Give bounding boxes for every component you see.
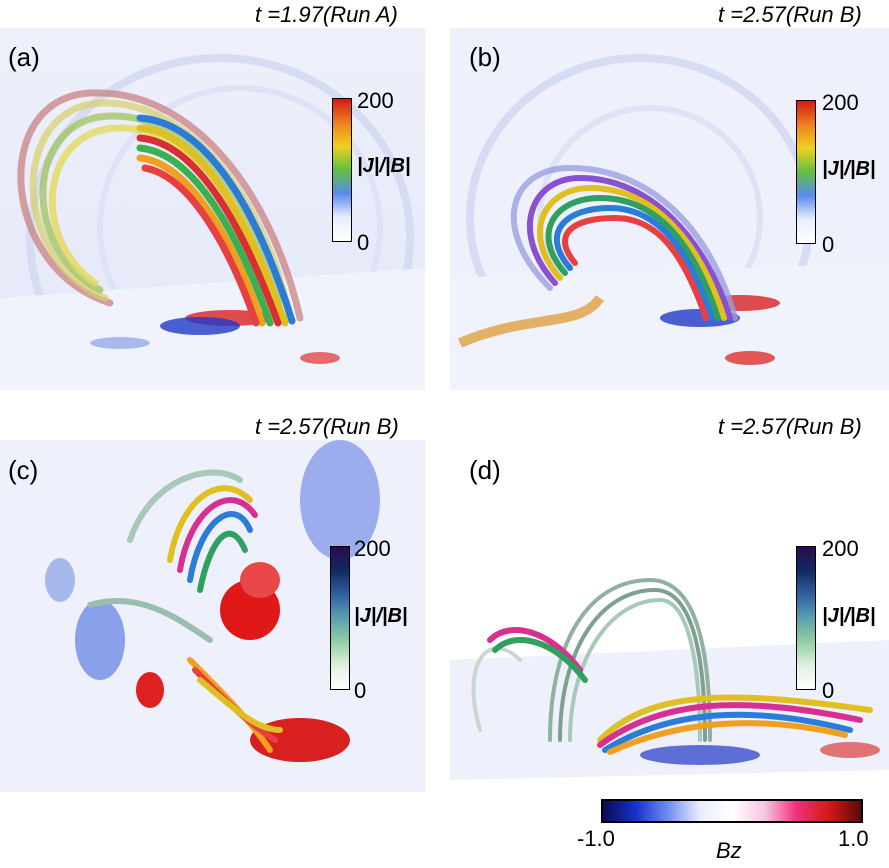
panel-b-colorbar-name: |J|/|B|: [822, 158, 876, 181]
panel-a-label: (a): [8, 42, 40, 72]
panel-c-colorbar-min: 0: [354, 678, 367, 703]
panel-d-colorbar: [796, 546, 816, 690]
panel-b-image: [450, 28, 889, 390]
panel-d-colorbar-name: |J|/|B|: [822, 605, 876, 628]
bz-colorbar-name: Bz: [716, 838, 742, 863]
panel-d-colorbar-min: 0: [822, 678, 835, 703]
panel-b-colorbar-text: |J|/|B|: [822, 158, 876, 180]
panel-b-colorbar-min: 0: [822, 232, 835, 257]
panel-d-colorbar-max: 200: [822, 536, 859, 561]
panel-a-image: [0, 28, 425, 390]
panel-b-colorbar-max: 200: [822, 90, 859, 115]
panel-b-label: (b): [469, 42, 501, 72]
panel-a-colorbar-min: 0: [357, 230, 370, 255]
panel-d-colorbar-text: |J|/|B|: [822, 605, 876, 627]
panel-a-colorbar: [332, 98, 352, 242]
panel-c-colorbar-name: |J|/|B|: [354, 605, 408, 628]
panel-a-colorbar-max: 200: [357, 88, 394, 113]
panel-a-colorbar-text: |J|/|B|: [357, 155, 411, 177]
panel-c-image: [0, 440, 425, 792]
bz-colorbar-max: 1.0: [838, 826, 869, 851]
panel-c-colorbar-text: |J|/|B|: [354, 605, 408, 627]
panel-c-label: (c): [8, 455, 39, 485]
panel-b-time-label: t =2.57(Run B): [718, 2, 862, 27]
panel-c-time-label: t =2.57(Run B): [255, 414, 399, 439]
bz-colorbar-min: -1.0: [577, 826, 615, 851]
bz-colorbar: [601, 799, 863, 823]
panel-c-colorbar: [330, 546, 350, 690]
panel-d-label: (d): [469, 455, 501, 485]
panel-b-colorbar: [796, 100, 816, 244]
panel-c-colorbar-max: 200: [354, 536, 391, 561]
panel-d-time-label: t =2.57(Run B): [718, 414, 862, 439]
panel-a-time-label: t =1.97(Run A): [255, 2, 398, 27]
panel-a-colorbar-name: |J|/|B|: [357, 155, 411, 178]
